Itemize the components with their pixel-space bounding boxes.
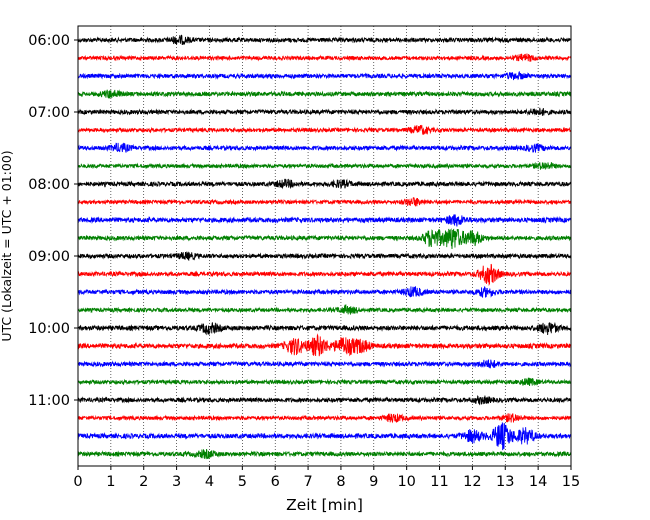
y-tick-label: 07:00 (28, 105, 70, 121)
trace-line (77, 422, 572, 451)
trace-line (77, 377, 572, 387)
grid-lines (110, 26, 539, 466)
x-tick-label: 8 (336, 474, 345, 490)
trace-line (77, 71, 572, 81)
x-tick-label: 1 (106, 474, 115, 490)
y-tick-label: 06:00 (28, 33, 70, 49)
trace-line (77, 53, 572, 62)
trace-line (77, 162, 572, 170)
x-tick-label: 11 (430, 474, 448, 490)
trace-line (77, 263, 572, 286)
trace-line (77, 395, 572, 406)
seismogram-traces (77, 34, 572, 460)
x-tick-label: 2 (139, 474, 148, 490)
x-tick-label: 0 (73, 474, 82, 490)
x-tick-label: 10 (397, 474, 415, 490)
x-tick-label: 13 (496, 474, 514, 490)
x-tick-label: 14 (529, 474, 547, 490)
x-tick-label: 15 (562, 474, 580, 490)
trace-line (77, 359, 572, 369)
y-axis-ticks: 06:00 07:00 08:00 09:00 10:00 11:00 (28, 33, 78, 409)
y-axis-label: UTC (Lokalzeit = UTC + 01:00) (0, 150, 14, 341)
trace-line (77, 321, 572, 336)
x-axis-ticks: 0 1 2 3 4 5 6 7 8 9 10 11 12 13 14 15 (73, 466, 580, 490)
y-tick-label: 08:00 (28, 177, 70, 193)
x-tick-label: 6 (271, 474, 280, 490)
trace-line (77, 303, 572, 315)
x-tick-label: 3 (172, 474, 181, 490)
y-tick-label: 09:00 (28, 249, 70, 265)
x-tick-label: 7 (303, 474, 312, 490)
y-tick-label: 10:00 (28, 321, 70, 337)
trace-line (77, 89, 572, 99)
y-tick-label: 11:00 (28, 393, 70, 409)
trace-line (77, 333, 572, 357)
trace-line (77, 34, 572, 45)
x-axis-label: Zeit [min] (286, 496, 363, 514)
plot-frame (77, 25, 572, 467)
trace-line (77, 107, 572, 116)
trace-line (77, 178, 572, 190)
trace-line (77, 413, 572, 424)
trace-line (77, 142, 572, 153)
trace-line (77, 251, 572, 262)
trace-line (77, 286, 572, 298)
trace-line (77, 449, 572, 460)
trace-line (77, 214, 572, 227)
trace-line (77, 124, 572, 135)
x-tick-label: 9 (369, 474, 378, 490)
x-tick-label: 5 (238, 474, 247, 490)
trace-line (77, 228, 572, 250)
x-tick-label: 12 (463, 474, 481, 490)
x-tick-label: 4 (205, 474, 214, 490)
trace-line (77, 196, 572, 207)
